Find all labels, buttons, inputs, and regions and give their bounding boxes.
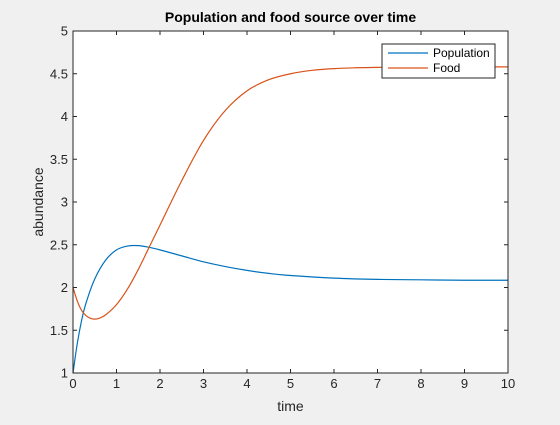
y-tick-label: 2.5	[50, 237, 68, 252]
x-tick-label: 8	[417, 376, 424, 391]
y-tick-label: 1	[61, 366, 68, 381]
y-tick-label: 4.5	[50, 66, 68, 81]
series-layer	[72, 66, 509, 374]
legend-label-food: Food	[433, 61, 460, 75]
plot-area	[73, 31, 508, 373]
series-line-food	[72, 66, 508, 320]
x-tick-label: 7	[374, 376, 381, 391]
x-axis-label: time	[277, 398, 304, 414]
y-tick-label: 3.5	[50, 152, 68, 167]
legend-label-population: Population	[433, 46, 490, 60]
legend-box	[381, 43, 496, 79]
y-tick-label: 1.5	[50, 323, 68, 338]
x-tick-label: 3	[200, 376, 207, 391]
x-tick-label: 2	[156, 376, 163, 391]
y-tick-label: 4	[61, 109, 68, 124]
x-tick-label: 6	[330, 376, 337, 391]
series-line-population	[72, 244, 509, 374]
x-tick-label: 0	[69, 376, 76, 391]
x-tick-label: 5	[287, 376, 294, 391]
x-tick-label: 10	[501, 376, 515, 391]
x-tick-label: 9	[461, 376, 468, 391]
y-tick-label: 3	[61, 195, 68, 210]
x-tick-label: 4	[243, 376, 250, 391]
x-tick-label: 1	[113, 376, 120, 391]
y-tick-label: 5	[61, 24, 68, 39]
legend: Population Food	[381, 43, 496, 79]
y-tick-label: 2	[61, 280, 68, 295]
y-axis-label: abundance	[30, 167, 46, 237]
chart-title: Population and food source over time	[165, 9, 416, 25]
